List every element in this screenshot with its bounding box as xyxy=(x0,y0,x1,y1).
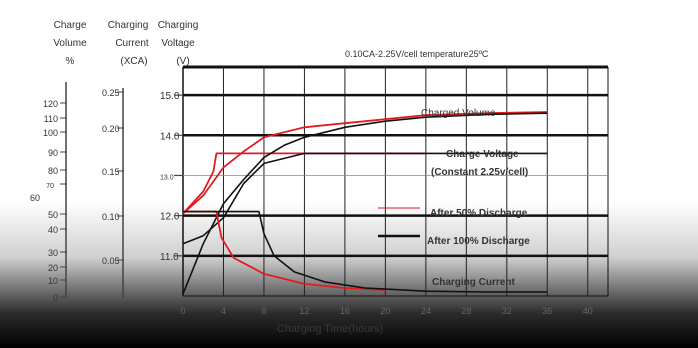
header-current-line2: Current xyxy=(115,38,149,49)
volume-tick-label: 30 xyxy=(48,248,58,258)
x-tick-label: 16 xyxy=(340,306,350,316)
annotation-charged-volume: Charged Volume xyxy=(421,108,496,119)
current-tick-label: 0.25 xyxy=(102,88,120,98)
x-tick-labels: 0 4 8 12 16 20 24 28 32 36 40 xyxy=(180,306,592,316)
header-voltage-line1: Charging xyxy=(158,20,199,31)
x-tick-label: 36 xyxy=(542,306,552,316)
header-voltage-unit: (V) xyxy=(176,56,189,67)
legend-label-red: After 50% Discharge xyxy=(430,208,528,219)
volume-tick-label: 110 xyxy=(44,114,58,124)
volume-tick-label: 20 xyxy=(48,263,58,273)
axis-headers: Charge Volume % Charging Current (XCA) C… xyxy=(53,20,198,67)
x-tick-label: 0 xyxy=(180,306,185,316)
header-volume-line2: Volume xyxy=(53,38,87,49)
series-charged-volume-black xyxy=(182,112,548,295)
x-tick-label: 24 xyxy=(421,306,431,316)
current-tick-label: 0.15 xyxy=(102,167,120,177)
legend: After 50% Discharge After 100% Discharge xyxy=(378,207,530,247)
series-charging-current-black xyxy=(183,210,548,293)
series-charge-voltage-red xyxy=(182,152,426,215)
legend-label-black: After 100% Discharge xyxy=(427,236,530,247)
x-tick-label: 32 xyxy=(502,306,512,316)
volume-tick-label: 100 xyxy=(43,128,58,138)
volume-tick-label: 70 xyxy=(46,183,54,190)
x-tick-label: 28 xyxy=(461,306,471,316)
volume-tick-label: 0 xyxy=(53,293,58,303)
annotation-constant-voltage: (Constant 2.25v/cell) xyxy=(431,167,528,178)
voltage-tick-label: 14.0 xyxy=(160,131,180,142)
volume-tick-label: 10 xyxy=(48,276,58,286)
current-tick-label: 0.10 xyxy=(102,212,120,222)
x-axis-title: Charging Time(hours) xyxy=(277,323,383,335)
y-tick-labels: 11.0 12.0 13.0 14.0 15.0 0.05 0.10 0.15 0.20 0.25… xyxy=(30,88,183,303)
header-voltage-line2: Voltage xyxy=(161,38,195,49)
voltage-tick-label: 15.0 xyxy=(160,91,180,102)
plot-grid xyxy=(182,65,609,297)
annotation-charge-voltage: Charge Voltage xyxy=(446,149,519,160)
series-charged-volume-red xyxy=(182,111,548,215)
header-volume-unit: % xyxy=(66,56,75,67)
x-tick-label: 20 xyxy=(380,306,390,316)
chart-subtitle: 0.10CA-2.25V/cell temperature25ºC xyxy=(345,49,489,59)
x-tick-label: 40 xyxy=(583,306,593,316)
volume-tick-label: 90 xyxy=(48,148,58,158)
x-tick-label: 4 xyxy=(221,306,226,316)
volume-tick-label: 40 xyxy=(48,225,58,235)
current-tick-label: 0.05 xyxy=(102,256,120,266)
voltage-tick-label: 13.0 xyxy=(160,174,174,181)
header-current-line1: Charging xyxy=(108,20,149,31)
volume-tick-label: 50 xyxy=(48,210,58,220)
current-tick-label: 0.20 xyxy=(102,124,120,134)
series-charge-voltage-black xyxy=(182,152,548,245)
x-tick-label: 8 xyxy=(261,306,266,316)
volume-tick-label: 60 xyxy=(30,193,40,203)
series-charging-current-red xyxy=(183,210,386,291)
header-volume-line1: Charge xyxy=(54,20,87,31)
voltage-tick-label: 11.0 xyxy=(160,252,179,263)
header-current-unit: (XCA) xyxy=(120,56,147,67)
curve-annotations: Charged Volume Charge Voltage (Constant … xyxy=(421,108,528,288)
volume-tick-label: 120 xyxy=(43,99,58,109)
voltage-tick-label: 12.0 xyxy=(160,212,180,223)
annotation-charging-current: Charging Current xyxy=(432,277,515,288)
volume-tick-label: 80 xyxy=(48,166,58,176)
x-tick-label: 12 xyxy=(299,306,309,316)
data-series xyxy=(182,111,548,295)
